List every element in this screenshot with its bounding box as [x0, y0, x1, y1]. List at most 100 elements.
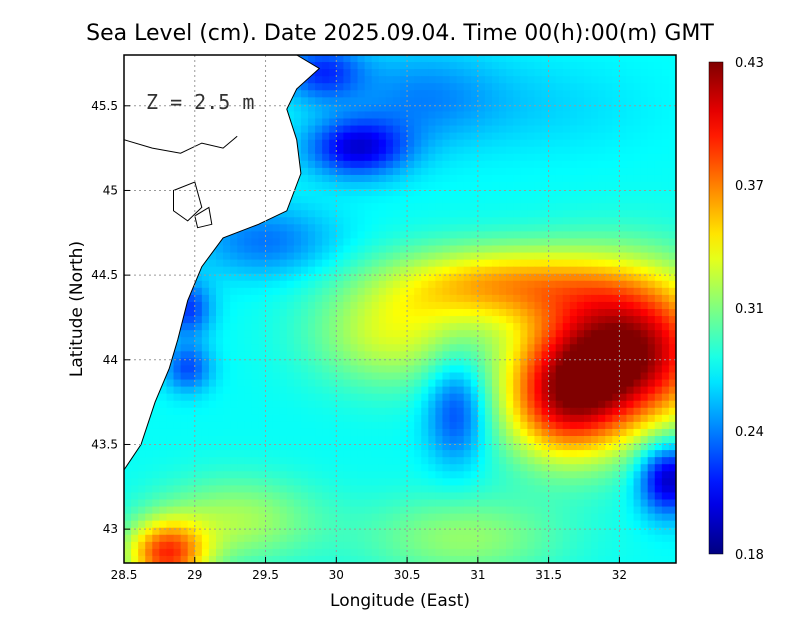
field-cell: [449, 280, 458, 289]
field-cell: [562, 386, 571, 395]
field-cell: [492, 252, 500, 261]
field-cell: [421, 125, 429, 134]
field-cell: [661, 125, 670, 134]
field-cell: [668, 400, 676, 409]
field-cell: [555, 90, 564, 98]
field-cell: [300, 301, 309, 310]
field-cell: [569, 301, 578, 310]
field-cell: [633, 273, 642, 282]
field-cell: [414, 316, 422, 324]
field-cell: [520, 485, 528, 494]
field-cell: [470, 189, 479, 197]
field-cell: [392, 174, 401, 183]
field-cell: [180, 485, 189, 494]
field-cell: [428, 55, 436, 63]
field-cell: [350, 471, 359, 479]
field-cell: [555, 386, 564, 395]
field-cell: [527, 294, 536, 303]
field-cell: [520, 118, 528, 127]
field-cell: [456, 132, 465, 141]
field-cell: [293, 492, 302, 501]
field-cell: [322, 337, 330, 345]
field-cell: [435, 76, 444, 84]
field-cell: [640, 323, 649, 331]
field-cell: [484, 238, 493, 247]
field-cell: [612, 174, 620, 183]
field-cell: [612, 301, 620, 310]
field-cell: [612, 386, 620, 395]
field-cell: [605, 414, 613, 423]
field-cell: [385, 118, 394, 127]
field-cell: [541, 259, 550, 268]
field-cell: [506, 485, 514, 494]
field-cell: [541, 478, 550, 486]
field-cell: [428, 379, 436, 388]
field-cell: [647, 90, 656, 98]
field-cell: [513, 379, 521, 388]
field-cell: [378, 421, 387, 430]
field-cell: [194, 492, 203, 501]
field-cell: [223, 358, 231, 367]
field-cell: [392, 167, 401, 176]
field-cell: [364, 344, 373, 352]
field-cell: [421, 224, 429, 232]
field-cell: [414, 309, 422, 317]
field-cell: [569, 217, 578, 225]
field-cell: [208, 478, 217, 486]
field-cell: [668, 125, 676, 134]
field-cell: [647, 492, 656, 501]
field-cell: [477, 365, 486, 374]
field-cell: [350, 400, 359, 409]
field-cell: [555, 393, 564, 402]
field-cell: [251, 330, 260, 338]
field-cell: [216, 372, 224, 381]
field-cell: [237, 414, 245, 423]
field-cell: [534, 280, 543, 289]
field-cell: [371, 316, 380, 324]
field-cell: [463, 379, 472, 388]
field-cell: [534, 97, 543, 105]
field-cell: [223, 280, 231, 289]
field-cell: [364, 337, 373, 345]
field-cell: [223, 471, 231, 479]
field-cell: [591, 337, 599, 345]
field-cell: [569, 224, 578, 232]
field-cell: [428, 174, 436, 183]
field-cell: [541, 428, 550, 437]
field-cell: [300, 294, 309, 303]
field-cell: [322, 400, 330, 409]
field-cell: [513, 436, 521, 444]
field-cell: [293, 280, 302, 289]
field-cell: [378, 330, 387, 338]
field-cell: [612, 160, 620, 169]
field-cell: [661, 118, 670, 127]
field-cell: [350, 414, 359, 423]
field-cell: [251, 351, 260, 359]
field-cell: [308, 252, 316, 261]
field-cell: [569, 400, 578, 409]
field-cell: [166, 436, 175, 444]
field-cell: [343, 224, 352, 232]
field-cell: [584, 471, 592, 479]
field-cell: [350, 287, 359, 296]
field-cell: [484, 450, 493, 458]
field-cell: [661, 316, 670, 324]
field-cell: [350, 365, 359, 374]
field-cell: [576, 189, 585, 197]
field-cell: [329, 457, 337, 465]
field-cell: [499, 273, 507, 282]
field-cell: [534, 266, 543, 275]
field-cell: [435, 125, 444, 134]
field-cell: [364, 189, 373, 197]
field-cell: [506, 492, 514, 501]
field-cell: [463, 386, 472, 395]
field-cell: [463, 245, 472, 254]
field-cell: [364, 153, 373, 162]
field-cell: [449, 174, 458, 183]
field-cell: [591, 344, 599, 352]
field-cell: [435, 111, 444, 120]
field-cell: [286, 217, 295, 225]
field-cell: [668, 386, 676, 395]
field-cell: [527, 273, 536, 282]
field-cell: [541, 174, 550, 183]
